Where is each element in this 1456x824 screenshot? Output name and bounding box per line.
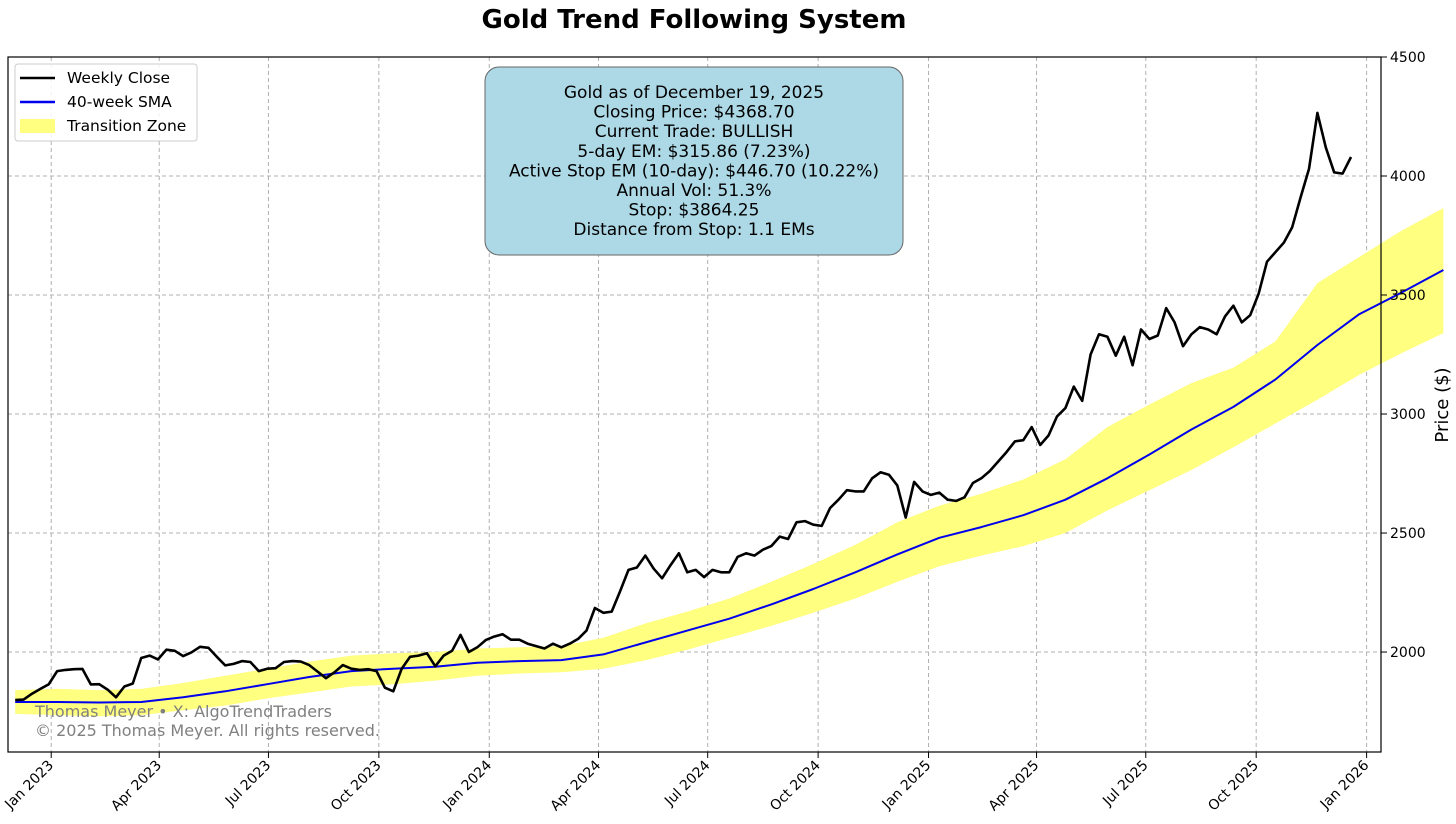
x-tick-label: Apr 2024 (548, 757, 605, 814)
x-tick-label: Oct 2023 (328, 758, 385, 815)
y-axis: 2000 2500 3000 3500 4000 4500 (1381, 50, 1426, 661)
info-line: Stop: $3864.25 (629, 201, 760, 221)
x-tick-label: Jul 2025 (1099, 758, 1151, 810)
info-line: Current Trade: BULLISH (595, 122, 794, 142)
x-tick-label: Oct 2024 (767, 757, 824, 814)
chart-title: Gold Trend Following System (482, 5, 907, 35)
plot-frame (7, 56, 1382, 753)
legend-swatch-transition-zone (20, 119, 55, 133)
info-box-background (484, 66, 904, 256)
x-tick-label: Jul 2024 (661, 757, 713, 809)
x-tick-label: Apr 2023 (108, 758, 165, 815)
y-tick-label: 2500 (1390, 526, 1426, 542)
x-tick-label: Jan 2025 (879, 758, 935, 814)
x-axis: Jan 2023 Apr 2023 Jul 2023 Oct 2023 Jan 2024… (1, 752, 1372, 814)
info-line: Closing Price: $4368.70 (593, 103, 794, 123)
x-tick-label: Jan 2024 (439, 757, 495, 813)
legend: Weekly Close 40-week SMA Transition Zone (14, 63, 198, 142)
info-line: Gold as of December 19, 2025 (564, 83, 824, 103)
weekly-close-layer (15, 111, 1353, 702)
y-tick-label: 3000 (1390, 407, 1426, 423)
legend-box (14, 63, 198, 142)
x-tick-label: Jan 2023 (1, 758, 57, 814)
y-axis-label: Price ($) (1432, 367, 1453, 442)
watermark-line: Thomas Meyer • X: AlgoTrendTraders (34, 702, 332, 721)
y-tick-label: 2000 (1390, 645, 1426, 661)
info-line: Distance from Stop: 1.1 EMs (573, 220, 814, 240)
watermark: Thomas Meyer • X: AlgoTrendTraders© 2025… (34, 702, 380, 740)
transition-zone-band (15, 208, 1444, 717)
legend-label: Transition Zone (66, 117, 186, 135)
x-tick-label: Oct 2025 (1205, 758, 1262, 815)
sma-40-week-line (15, 269, 1444, 704)
info-line: 5-day EM: $315.86 (7.23%) (577, 142, 810, 162)
weekly-close-line (15, 111, 1353, 702)
y-tick-label: 3500 (1390, 288, 1426, 304)
legend-label: Weekly Close (67, 69, 170, 87)
info-line: Active Stop EM (10-day): $446.70 (10.22%… (509, 161, 879, 181)
y-tick-label: 4500 (1390, 50, 1426, 66)
info-line: Annual Vol: 51.3% (616, 181, 771, 201)
y-tick-label: 4000 (1390, 169, 1426, 185)
legend-label: 40-week SMA (67, 93, 172, 111)
transition-zone-layer (15, 208, 1444, 717)
x-tick-label: Apr 2025 (986, 758, 1043, 815)
x-tick-label: Jan 2026 (1317, 757, 1373, 813)
watermark-line: © 2025 Thomas Meyer. All rights reserved… (35, 721, 380, 740)
sma-layer (15, 269, 1444, 704)
x-tick-label: Jul 2023 (222, 758, 274, 810)
